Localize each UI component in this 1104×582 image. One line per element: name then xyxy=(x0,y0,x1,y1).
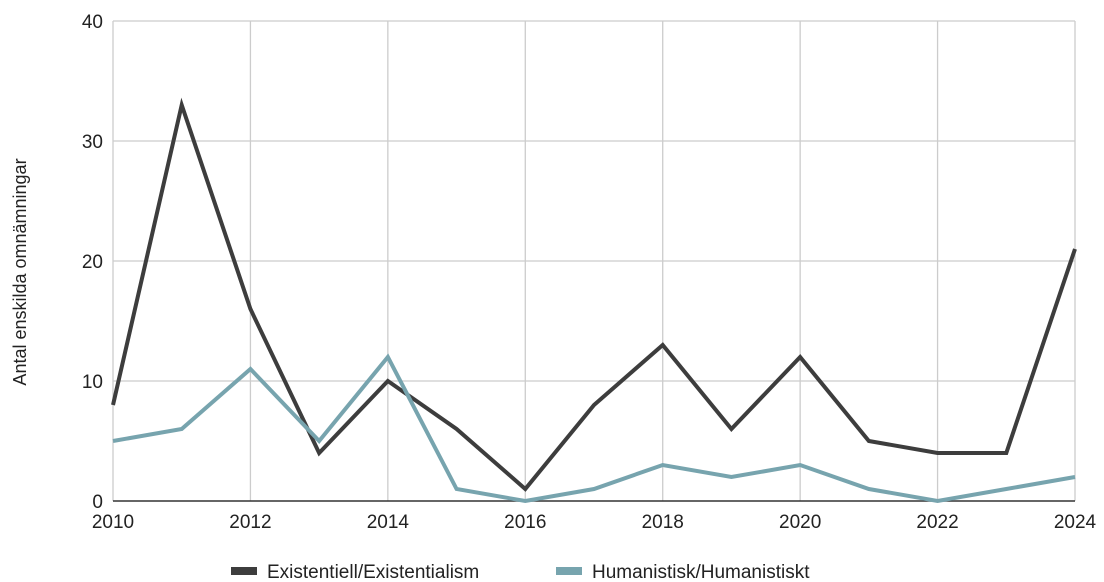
legend-swatch-1 xyxy=(556,567,582,575)
legend: Existentiell/Existentialism Humanistisk/H… xyxy=(231,562,810,582)
x-tick-label: 2010 xyxy=(92,512,134,533)
x-tick-label: 2018 xyxy=(642,512,684,533)
legend-label-1: Humanistisk/Humanistiskt xyxy=(592,562,810,582)
x-tick-label: 2024 xyxy=(1054,512,1097,533)
x-tick-label: 2022 xyxy=(916,512,958,533)
x-tick-label: 2020 xyxy=(779,512,821,533)
x-tick-label: 2016 xyxy=(504,512,546,533)
legend-swatch-0 xyxy=(231,567,257,575)
series-line-0 xyxy=(111,97,1077,492)
y-tick-label: 30 xyxy=(82,132,103,153)
x-tick-labels: 2010 2012 2014 2016 2018 2020 2022 2024 xyxy=(92,512,1097,533)
x-tick-label: 2012 xyxy=(229,512,271,533)
y-tick-label: 20 xyxy=(82,252,103,273)
y-tick-label: 0 xyxy=(92,492,103,513)
grid-lines xyxy=(112,20,1076,501)
series-lines xyxy=(111,97,1077,504)
y-tick-label: 10 xyxy=(82,372,103,393)
series-line-1 xyxy=(112,353,1076,504)
y-tick-labels: 0 10 20 30 40 xyxy=(82,12,103,513)
y-tick-label: 40 xyxy=(82,12,103,33)
x-tick-label: 2014 xyxy=(367,512,410,533)
y-axis-label: Antal enskilda omnämningar xyxy=(10,158,30,385)
legend-label-0: Existentiell/Existentialism xyxy=(267,562,479,582)
